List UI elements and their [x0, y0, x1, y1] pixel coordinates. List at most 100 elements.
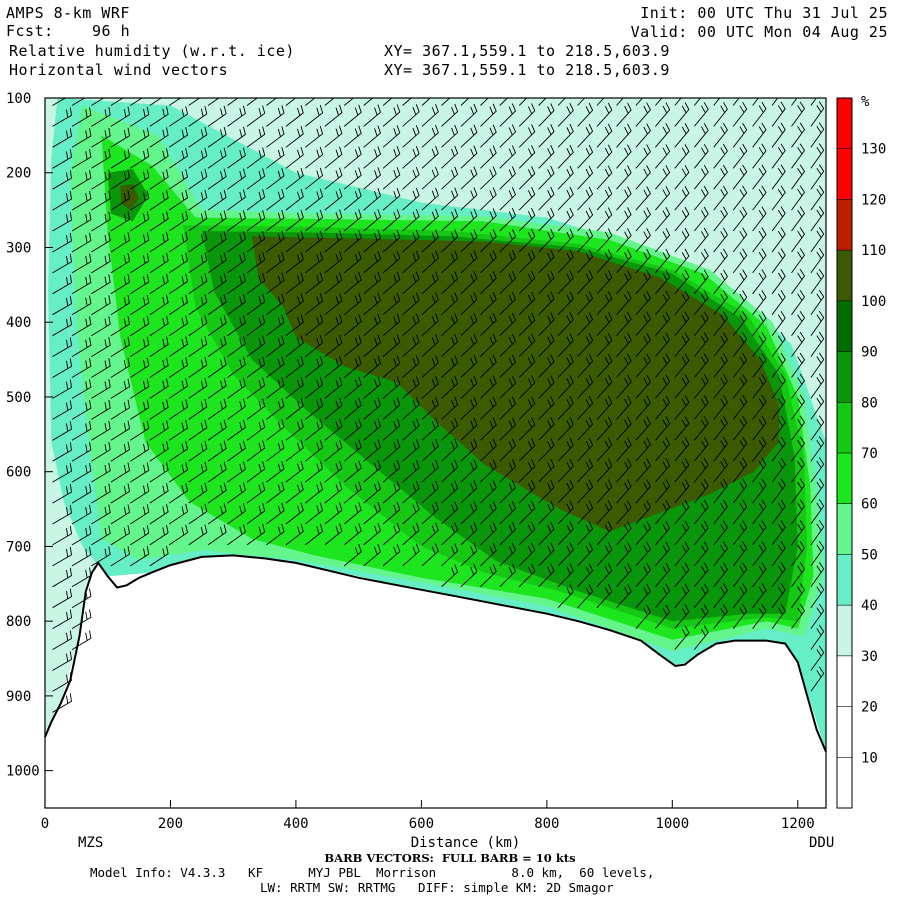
wind-barb-939 [791, 562, 806, 588]
wind-barb-965 [810, 561, 825, 588]
wind-barb-436 [402, 501, 420, 525]
wind-barb-512 [480, 124, 497, 148]
wind-barb-272 [266, 356, 285, 378]
wind-barb-334 [324, 272, 343, 295]
wind-barb-202 [207, 273, 227, 295]
wind-barb-850 [732, 332, 748, 357]
wind-barb-683 [616, 123, 632, 148]
wind-barb-460 [421, 522, 439, 546]
wind-barb-139 [149, 357, 169, 378]
wind-barb-582 [538, 98, 547, 106]
wind-barb-17 [52, 442, 72, 462]
wind-barb-33 [71, 149, 92, 169]
wind-barb-565 [518, 228, 536, 253]
wind-barb-656 [596, 98, 605, 106]
wind-barb-303 [305, 98, 316, 106]
wind-barb-510 [480, 98, 489, 106]
wind-barb-726 [635, 500, 651, 525]
wind-barb-742 [655, 290, 671, 315]
wind-barb-83 [110, 148, 130, 169]
wind-barb-933 [791, 436, 806, 462]
wind-barb-516 [480, 208, 497, 232]
init-time: Init: 00 UTC Thu 31 Jul 25 [640, 4, 888, 22]
wind-barb-164 [168, 399, 189, 420]
wind-barb-913 [771, 562, 786, 588]
wind-barb-253 [246, 419, 266, 441]
wind-barb-172 [188, 105, 208, 127]
colorbar-label-100: 100 [861, 294, 886, 310]
wind-barb-215 [227, 98, 239, 106]
wind-barb-564 [518, 207, 536, 232]
wind-barb-907 [771, 436, 786, 462]
wind-barb-765 [674, 227, 690, 253]
wind-barb-273 [266, 377, 285, 399]
wind-barb-522 [480, 333, 497, 357]
wind-barb-843 [732, 185, 748, 211]
wind-barb-770 [674, 332, 690, 357]
wind-barb-707 [635, 102, 651, 127]
wind-barb-129 [149, 148, 169, 169]
wind-barb-715 [635, 269, 651, 295]
colorbar-swatch-10 [837, 250, 852, 301]
wind-barb-152 [168, 148, 189, 169]
wind-barb-952 [810, 289, 825, 315]
wind-barb-959 [810, 436, 825, 462]
wind-barb-613 [557, 228, 574, 253]
wind-barb-829 [713, 436, 728, 462]
wind-barb-87 [110, 232, 130, 253]
wind-barb-923 [791, 227, 806, 253]
wind-barb-345 [324, 502, 343, 525]
wind-barb-655 [577, 584, 594, 609]
wind-barb-589 [538, 228, 555, 253]
colorbar-swatch-8 [837, 351, 852, 403]
wind-barb-662 [596, 207, 613, 232]
wind-barb-35 [71, 190, 92, 211]
wind-barb-1 [52, 107, 72, 127]
wind-barb-786 [693, 102, 709, 127]
wind-barb-853 [732, 394, 748, 420]
wind-barb-633 [577, 123, 594, 148]
wind-barb-51 [71, 525, 92, 546]
wind-barb-575 [518, 438, 536, 462]
wind-barb-156 [168, 231, 189, 253]
wind-barb-631 [577, 98, 586, 106]
wind-barb-912 [771, 541, 786, 567]
wind-barb-884 [752, 499, 767, 525]
wind-barb-419 [402, 146, 420, 169]
wind-barb-346 [324, 523, 343, 546]
wind-barb-533 [480, 563, 497, 588]
wind-barb-942 [810, 98, 817, 106]
wind-barb-223 [227, 252, 246, 274]
wind-barb-399 [382, 208, 401, 232]
terrain-line [44, 554, 827, 753]
wind-barb-650 [577, 479, 594, 504]
wind-barb-246 [246, 272, 266, 295]
wind-barb-948 [810, 206, 825, 232]
wind-barb-875 [752, 311, 767, 336]
wind-barb-638 [577, 228, 594, 253]
wind-barb-93 [110, 357, 130, 378]
wind-barb-932 [791, 415, 806, 441]
wind-barb-283 [285, 126, 304, 148]
wind-barb-837 [713, 604, 728, 629]
wind-barb-788 [693, 143, 709, 169]
wind-barb-920 [791, 164, 806, 190]
wind-barb-868 [752, 164, 767, 190]
wind-barb-113 [130, 294, 150, 316]
wind-barb-78 [91, 525, 111, 546]
wind-barb-764 [674, 206, 690, 232]
wind-barb-720 [635, 374, 651, 399]
wind-barb-766 [674, 248, 690, 274]
rh-region-100-110-8 [120, 183, 140, 211]
wind-barb-473 [441, 313, 459, 337]
wind-barb-587 [538, 186, 555, 211]
wind-barb-145 [149, 483, 169, 504]
colorbar-swatch-7 [837, 402, 852, 453]
wind-barb-212 [207, 482, 227, 504]
wind-barb-927 [791, 310, 806, 336]
wind-barb-521 [480, 312, 497, 337]
wind-barb-128 [149, 127, 169, 148]
wind-barb-750 [655, 458, 671, 483]
wind-barb-625 [557, 479, 574, 504]
wind-barb-278 [266, 481, 285, 504]
